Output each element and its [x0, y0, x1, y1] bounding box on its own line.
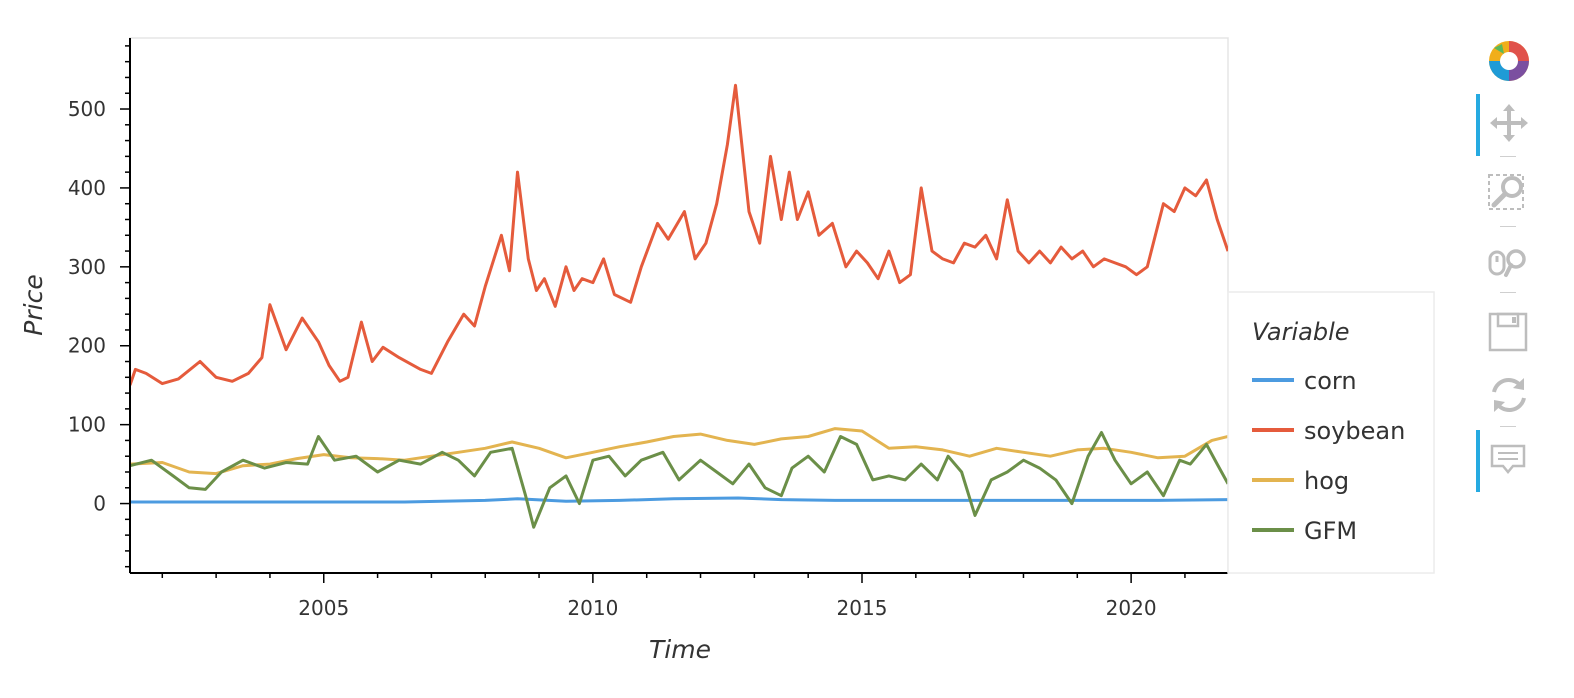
hover-tooltip-icon — [1490, 444, 1526, 474]
x-tick-label: 2015 — [837, 596, 888, 620]
axes-layer: 0 100 200 300 400 500 2005 2010 2015 2020 — [68, 38, 1228, 620]
x-tick-label: 2010 — [567, 596, 618, 620]
y-tick-label: 300 — [68, 255, 106, 279]
bokeh-logo-icon — [1489, 41, 1529, 81]
legend: Variable corn soybean hog GFM — [1227, 291, 1435, 574]
legend-item-corn[interactable]: corn — [1252, 367, 1357, 395]
box-zoom-tool[interactable] — [1474, 162, 1544, 220]
wheel-zoom-icon — [1488, 249, 1526, 277]
wheel-zoom-tool[interactable] — [1474, 232, 1544, 290]
x-tick-label: 2020 — [1106, 596, 1157, 620]
legend-item-hog[interactable]: hog — [1252, 467, 1349, 495]
legend-label: corn — [1304, 367, 1357, 395]
legend-label: hog — [1304, 467, 1349, 495]
x-axis-title: Time — [649, 635, 711, 664]
bokeh-logo[interactable] — [1474, 30, 1544, 88]
hover-tool[interactable] — [1474, 428, 1544, 492]
pan-tool[interactable] — [1474, 92, 1544, 156]
chart[interactable]: 0 100 200 300 400 500 2005 2010 2015 2020 Time Pr… — [0, 0, 1450, 698]
y-tick-label: 400 — [68, 176, 106, 200]
toolbar — [1474, 30, 1544, 500]
y-axis-title: Price — [19, 274, 48, 335]
save-tool[interactable] — [1474, 300, 1544, 358]
y-tick-label: 200 — [68, 334, 106, 358]
move-arrows-icon — [1490, 104, 1528, 142]
legend-item-soybean[interactable]: soybean — [1252, 417, 1405, 445]
legend-box — [1227, 291, 1435, 574]
y-tick-label: 500 — [68, 97, 106, 121]
x-tick-label: 2005 — [298, 596, 349, 620]
legend-label: GFM — [1304, 517, 1357, 545]
legend-title: Variable — [1252, 318, 1350, 346]
box-zoom-icon — [1488, 174, 1524, 210]
series-line-hog[interactable] — [130, 427, 1228, 476]
series-layer — [130, 83, 1228, 529]
y-tick-label: 0 — [93, 492, 106, 516]
legend-label: soybean — [1304, 417, 1405, 445]
series-line-gfm[interactable] — [130, 431, 1228, 529]
y-tick-label: 100 — [68, 413, 106, 437]
save-icon — [1488, 312, 1528, 352]
series-line-soybean[interactable] — [130, 83, 1228, 386]
reset-icon — [1492, 377, 1526, 413]
legend-item-gfm[interactable]: GFM — [1252, 517, 1357, 545]
series-line-corn[interactable] — [130, 496, 1228, 504]
plot-frame — [129, 37, 1229, 574]
reset-tool[interactable] — [1474, 364, 1544, 422]
